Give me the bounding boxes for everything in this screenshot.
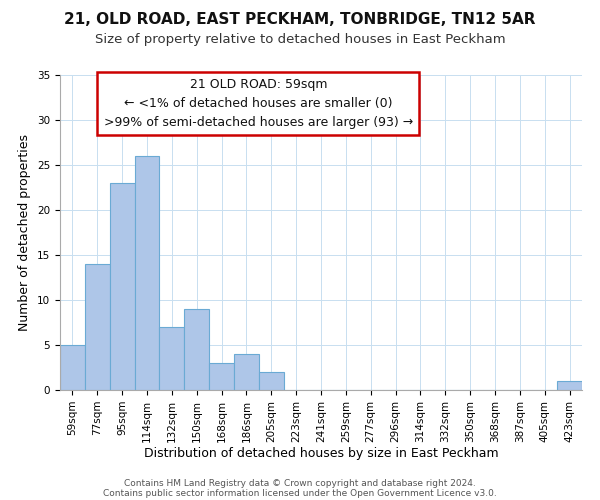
Bar	[85, 264, 110, 390]
Bar	[259, 372, 284, 390]
X-axis label: Distribution of detached houses by size in East Peckham: Distribution of detached houses by size …	[143, 448, 499, 460]
Y-axis label: Number of detached properties: Number of detached properties	[19, 134, 31, 331]
Bar	[209, 363, 234, 390]
Text: Contains public sector information licensed under the Open Government Licence v3: Contains public sector information licen…	[103, 488, 497, 498]
Bar	[60, 345, 85, 390]
Bar	[160, 327, 184, 390]
Text: 21, OLD ROAD, EAST PECKHAM, TONBRIDGE, TN12 5AR: 21, OLD ROAD, EAST PECKHAM, TONBRIDGE, T…	[64, 12, 536, 28]
Bar	[134, 156, 160, 390]
Bar	[110, 183, 134, 390]
Bar	[557, 381, 582, 390]
Text: 21 OLD ROAD: 59sqm
← <1% of detached houses are smaller (0)
>99% of semi-detache: 21 OLD ROAD: 59sqm ← <1% of detached hou…	[104, 78, 413, 129]
Text: Size of property relative to detached houses in East Peckham: Size of property relative to detached ho…	[95, 32, 505, 46]
Bar	[184, 309, 209, 390]
Text: Contains HM Land Registry data © Crown copyright and database right 2024.: Contains HM Land Registry data © Crown c…	[124, 478, 476, 488]
Bar	[234, 354, 259, 390]
